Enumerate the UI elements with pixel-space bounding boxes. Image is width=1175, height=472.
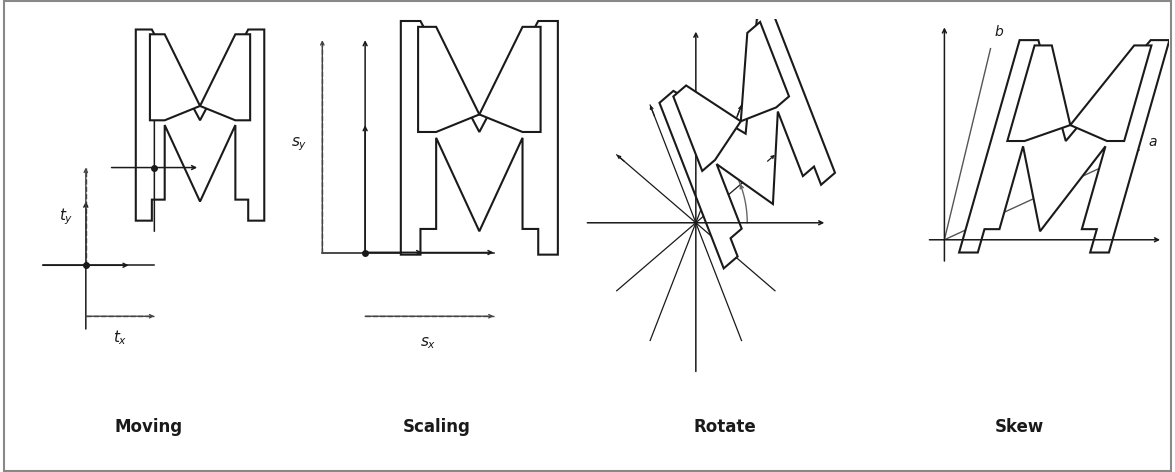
- Polygon shape: [673, 85, 740, 171]
- Polygon shape: [401, 21, 558, 255]
- Text: Moving: Moving: [115, 418, 182, 436]
- Polygon shape: [659, 7, 835, 269]
- Polygon shape: [136, 29, 264, 221]
- Text: Skew: Skew: [995, 418, 1043, 436]
- Text: $s_x$: $s_x$: [419, 335, 436, 351]
- Polygon shape: [479, 27, 540, 132]
- Text: $t_y$: $t_y$: [59, 206, 73, 227]
- Polygon shape: [418, 27, 479, 132]
- Polygon shape: [959, 40, 1169, 253]
- Polygon shape: [740, 22, 790, 121]
- Polygon shape: [200, 34, 250, 120]
- Polygon shape: [1007, 45, 1070, 141]
- Polygon shape: [1070, 45, 1152, 141]
- Polygon shape: [150, 34, 200, 120]
- Text: Rotate: Rotate: [693, 418, 756, 436]
- Text: $t_x$: $t_x$: [113, 328, 127, 347]
- Text: $a$: $a$: [1148, 135, 1157, 149]
- Text: $b$: $b$: [994, 24, 1003, 39]
- Text: $s_y$: $s_y$: [291, 135, 308, 153]
- Text: $q$: $q$: [756, 169, 767, 185]
- Text: Scaling: Scaling: [403, 418, 470, 436]
